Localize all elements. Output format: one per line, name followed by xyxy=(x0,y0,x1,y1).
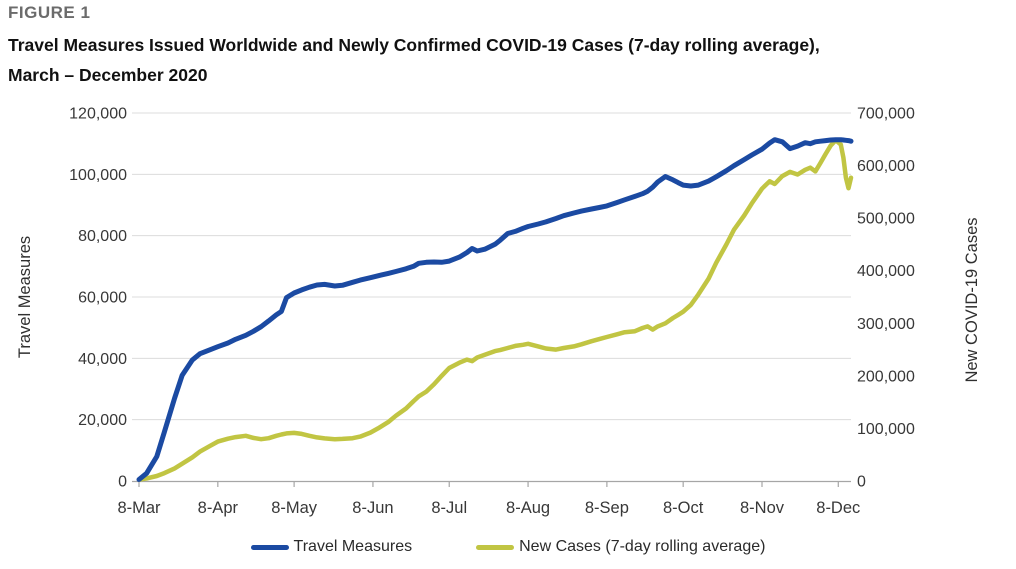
travel-measures-legend-label: Travel Measures xyxy=(293,538,413,555)
x-axis-tick-label: 8-Aug xyxy=(506,499,550,517)
axes-layer xyxy=(132,480,851,487)
figure-title-line-2: March – December 2020 xyxy=(8,65,208,85)
y-axis-right-tick-label: 400,000 xyxy=(857,263,915,280)
y-axis-left-tick-label: 100,000 xyxy=(69,167,127,184)
legend-item-travel-measures: Travel Measures xyxy=(250,538,413,556)
travel-measures-swatch xyxy=(250,544,289,550)
x-axis-tick-label: 8-May xyxy=(271,499,318,517)
y-axis-left-tick-label: 60,000 xyxy=(78,290,127,307)
x-axis-tick-label: 8-Oct xyxy=(663,499,704,517)
y-axis-right-tick-label: 100,000 xyxy=(857,421,915,438)
y-axis-right-tick-label: 600,000 xyxy=(857,158,915,175)
y-axis-right-tick-label: 700,000 xyxy=(857,106,915,123)
x-axis-tick-label: 8-Nov xyxy=(740,499,785,517)
figure-number-label: FIGURE 1 xyxy=(8,3,91,22)
y-axis-left-tick-label: 80,000 xyxy=(78,228,127,245)
tick-labels: 0 20,000 40,000 60,000 80,000 100,000 120,000 0… xyxy=(69,106,915,518)
y-axis-right-tick-label: 300,000 xyxy=(857,316,915,333)
x-axis-tick-label: 8-Jun xyxy=(352,499,393,517)
right-axis-title: New COVID-19 Cases xyxy=(963,217,981,382)
left-axis-title: Travel Measures xyxy=(16,236,34,358)
legend-item-new-cases: New Cases (7-day rolling average) xyxy=(476,538,765,556)
x-axis-tick-label: 8-Sep xyxy=(585,499,629,517)
travel-measures-line xyxy=(136,137,854,482)
y-axis-left-tick-label: 20,000 xyxy=(78,412,127,429)
y-axis-right-tick-label: 500,000 xyxy=(857,211,915,228)
x-axis-tick-label: 8-Mar xyxy=(117,499,161,517)
y-axis-left-tick-label: 40,000 xyxy=(78,351,127,368)
x-axis-tick-label: 8-Jul xyxy=(431,499,467,517)
new-cases-swatch xyxy=(476,544,515,550)
y-axis-left-tick-label: 0 xyxy=(118,474,127,491)
y-axis-right-tick-label: 200,000 xyxy=(857,368,915,385)
figure-title-line-1: Travel Measures Issued Worldwide and New… xyxy=(8,35,820,55)
y-axis-right-tick-label: 0 xyxy=(857,474,866,491)
chart-legend: Travel Measures New Cases (7-day rolling… xyxy=(0,538,1016,556)
new-cases-line xyxy=(136,138,854,482)
figure-header: FIGURE 1 Travel Measures Issued Worldwid… xyxy=(8,3,1008,90)
new-cases-legend-label: New Cases (7-day rolling average) xyxy=(519,538,766,555)
x-axis-tick-label: 8-Dec xyxy=(816,499,860,517)
series-layer xyxy=(136,137,854,482)
x-axis-tick-label: 8-Apr xyxy=(198,499,239,517)
y-axis-left-tick-label: 120,000 xyxy=(69,106,127,123)
